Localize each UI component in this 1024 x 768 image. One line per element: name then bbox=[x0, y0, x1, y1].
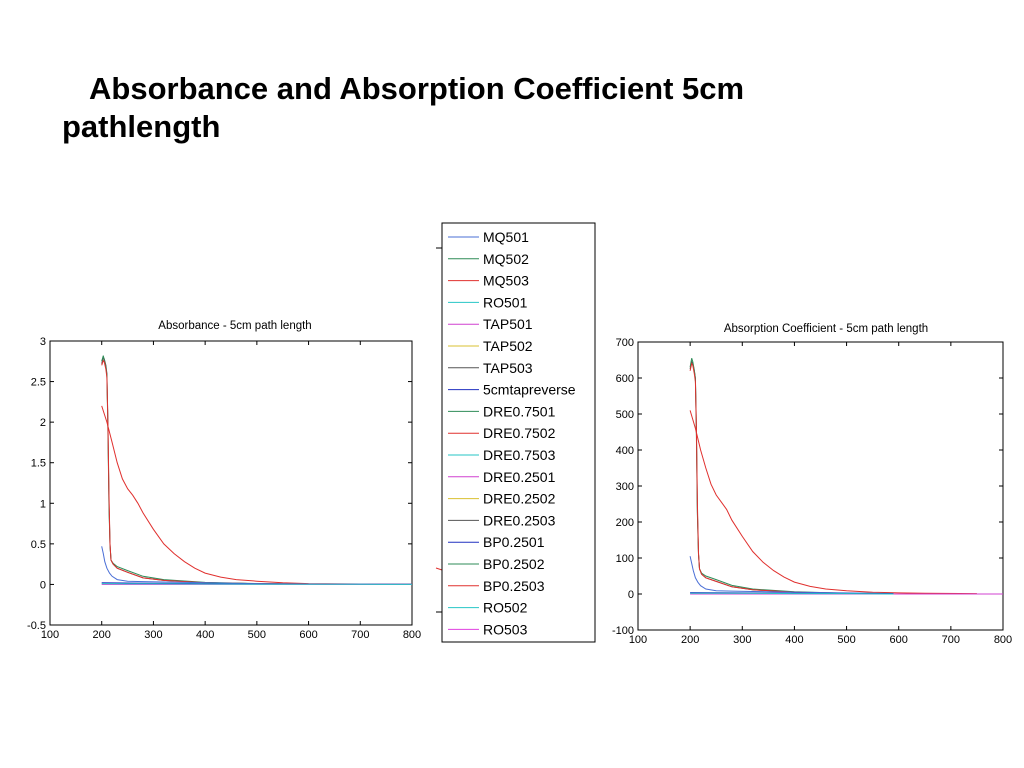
absorbance-chart: Absorbance - 5cm path length 100 200 300 40… bbox=[27, 320, 421, 641]
y-tick-label: 1.5 bbox=[31, 458, 46, 470]
series-line-7 bbox=[101, 583, 413, 585]
x-tick-label: 700 bbox=[942, 634, 960, 646]
series-line-3 bbox=[689, 410, 977, 595]
x-tick-label: 300 bbox=[733, 634, 751, 646]
chart-title: Absorbance - 5cm path length bbox=[158, 320, 311, 332]
y-tick-label: 300 bbox=[616, 481, 634, 493]
x-tick-label: 500 bbox=[248, 629, 266, 641]
x-tick-label: 400 bbox=[785, 634, 803, 646]
x-tick-label: 500 bbox=[837, 634, 855, 646]
legend-label: 5cmtapreverse bbox=[483, 382, 576, 398]
y-tick-label: 0 bbox=[40, 579, 46, 591]
hidden-chart-fragment bbox=[435, 247, 443, 613]
legend-label: TAP502 bbox=[483, 338, 533, 354]
series-line-2 bbox=[101, 359, 413, 585]
y-tick-label: 100 bbox=[616, 553, 634, 565]
chart-title: Absorption Coefficient - 5cm path length bbox=[724, 323, 928, 335]
legend-label: MQ503 bbox=[483, 273, 529, 289]
x-tick-label: 300 bbox=[144, 629, 162, 641]
series-line-3 bbox=[101, 405, 413, 585]
y-tick-label: 500 bbox=[616, 409, 634, 421]
y-tick-label: 400 bbox=[616, 445, 634, 457]
y-tick-label: -0.5 bbox=[27, 620, 46, 632]
legend-label: DRE0.2502 bbox=[483, 491, 556, 507]
x-tick-label: 400 bbox=[196, 629, 214, 641]
y-tick-label: -100 bbox=[612, 625, 634, 637]
series-layer bbox=[101, 355, 413, 585]
y-tick-label: 700 bbox=[616, 337, 634, 349]
plot-area-frame bbox=[637, 341, 1004, 631]
x-tick-label: 800 bbox=[994, 634, 1012, 646]
x-tick-label: 100 bbox=[41, 629, 59, 641]
axis-ticks: 100 200 300 400 500 600 700 800 -0.5 0 0.5 1 1.5 2 2.5… bbox=[27, 336, 421, 641]
y-tick-label: 0.5 bbox=[31, 539, 46, 551]
series-line-0 bbox=[101, 355, 413, 585]
absorption-coefficient-chart: Absorption Coefficient - 5cm path length… bbox=[612, 323, 1012, 646]
series-line-4 bbox=[689, 556, 894, 595]
x-tick-label: 600 bbox=[890, 634, 908, 646]
legend-box bbox=[441, 222, 596, 643]
legend-label: RO501 bbox=[483, 294, 528, 310]
series-line-7 bbox=[690, 592, 894, 595]
legend-label: DRE0.2503 bbox=[483, 512, 556, 528]
y-tick-label: 2 bbox=[40, 417, 46, 429]
legend-label: RO503 bbox=[483, 621, 528, 637]
plot-area-frame bbox=[49, 340, 413, 626]
legend-label: DRE0.7501 bbox=[483, 403, 556, 419]
legend-label: TAP503 bbox=[483, 360, 533, 376]
series-line-1 bbox=[689, 358, 894, 595]
series-line-2 bbox=[689, 362, 894, 595]
legend-label: TAP501 bbox=[483, 316, 533, 332]
legend-label: RO502 bbox=[483, 600, 528, 616]
series-line-1 bbox=[101, 355, 413, 585]
legend-label: DRE0.7502 bbox=[483, 425, 556, 441]
legend-label: BP0.2502 bbox=[483, 556, 545, 572]
legend-label: MQ502 bbox=[483, 251, 529, 267]
x-tick-label: 700 bbox=[351, 629, 369, 641]
series-line-0 bbox=[689, 360, 894, 595]
legend-label: BP0.2503 bbox=[483, 578, 545, 594]
x-tick-label: 800 bbox=[403, 629, 421, 641]
y-tick-label: 200 bbox=[616, 517, 634, 529]
axis-ticks: 100 200 300 400 500 600 700 800 -100 0 100 200 300 40… bbox=[612, 337, 1012, 646]
x-tick-label: 200 bbox=[93, 629, 111, 641]
slide-title: Absorbance and Absorption Coefficient 5c… bbox=[62, 71, 745, 144]
x-tick-label: 100 bbox=[629, 634, 647, 646]
series-layer bbox=[689, 358, 1003, 595]
legend-label: BP0.2501 bbox=[483, 534, 545, 550]
x-tick-label: 600 bbox=[299, 629, 317, 641]
y-tick-label: 0 bbox=[628, 589, 634, 601]
x-tick-label: 200 bbox=[681, 634, 699, 646]
legend-label: MQ501 bbox=[483, 229, 529, 245]
y-tick-label: 1 bbox=[40, 498, 46, 510]
y-tick-label: 600 bbox=[616, 373, 634, 385]
y-tick-label: 3 bbox=[40, 336, 46, 348]
y-tick-label: 2.5 bbox=[31, 377, 46, 389]
legend-label: DRE0.2501 bbox=[483, 469, 556, 485]
legend: MQ501 MQ502 MQ503 RO501 TAP501 TAP502 TAP503 5c… bbox=[441, 222, 596, 643]
legend-label: DRE0.7503 bbox=[483, 447, 556, 463]
